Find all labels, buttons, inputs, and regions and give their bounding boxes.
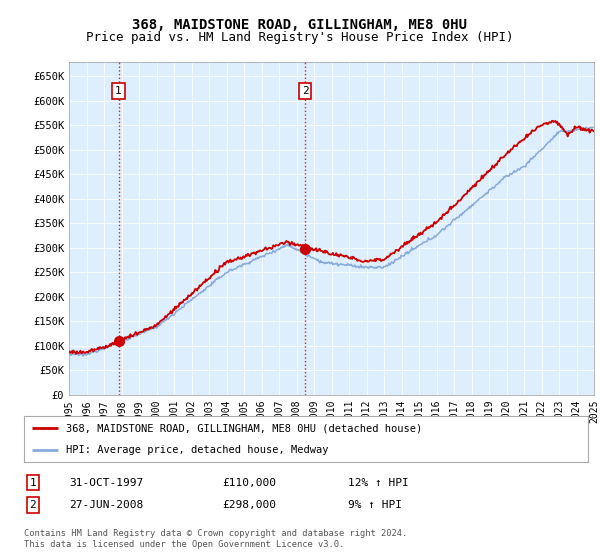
Text: HPI: Average price, detached house, Medway: HPI: Average price, detached house, Medw… — [66, 445, 329, 455]
Text: £298,000: £298,000 — [222, 500, 276, 510]
Text: Contains HM Land Registry data © Crown copyright and database right 2024.
This d: Contains HM Land Registry data © Crown c… — [24, 529, 407, 549]
Text: 31-OCT-1997: 31-OCT-1997 — [69, 478, 143, 488]
Text: 368, MAIDSTONE ROAD, GILLINGHAM, ME8 0HU: 368, MAIDSTONE ROAD, GILLINGHAM, ME8 0HU — [133, 18, 467, 32]
Text: 2: 2 — [29, 500, 37, 510]
Text: £110,000: £110,000 — [222, 478, 276, 488]
Text: 1: 1 — [115, 86, 122, 96]
Text: 2: 2 — [302, 86, 308, 96]
Text: 27-JUN-2008: 27-JUN-2008 — [69, 500, 143, 510]
Text: Price paid vs. HM Land Registry's House Price Index (HPI): Price paid vs. HM Land Registry's House … — [86, 31, 514, 44]
Text: 1: 1 — [29, 478, 37, 488]
Text: 368, MAIDSTONE ROAD, GILLINGHAM, ME8 0HU (detached house): 368, MAIDSTONE ROAD, GILLINGHAM, ME8 0HU… — [66, 423, 422, 433]
Text: 9% ↑ HPI: 9% ↑ HPI — [348, 500, 402, 510]
Text: 12% ↑ HPI: 12% ↑ HPI — [348, 478, 409, 488]
